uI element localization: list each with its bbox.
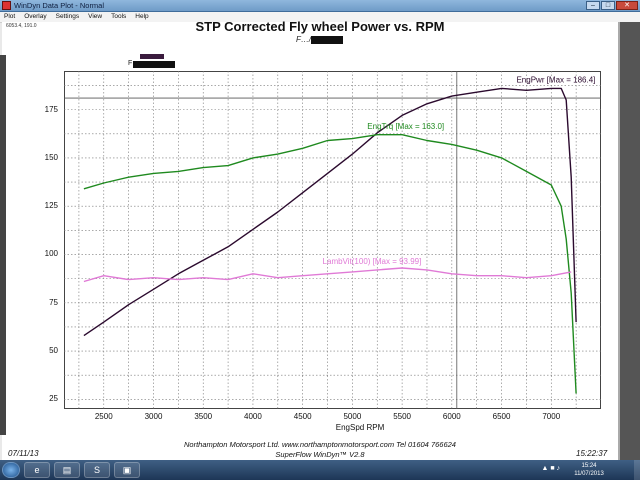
series-annotation-lambvit: LambVit(100) [Max = 93.99]: [323, 257, 422, 266]
system-tray[interactable]: ▲ ■ ♪: [541, 465, 560, 472]
close-button[interactable]: ✕: [616, 1, 638, 10]
subtitle-redaction: [311, 36, 343, 44]
series-annotation-engpwr: EngPwr [Max = 186.4]: [516, 76, 595, 85]
legend-color-swatch: [140, 54, 164, 59]
plot-subtitle: F…/74,: [296, 35, 323, 44]
taskbar-superflow-icon[interactable]: S: [84, 462, 110, 478]
taskbar: e ▤ S ▣ ▲ ■ ♪ 15:24 11/07/2013: [0, 460, 640, 480]
x-tick-label: 4500: [293, 412, 312, 421]
footer-company-line: Northampton Motorsport Ltd. www.northamp…: [184, 440, 456, 449]
minimize-button[interactable]: –: [586, 1, 600, 10]
clock-time: 15:24: [581, 463, 597, 469]
start-button[interactable]: [2, 462, 20, 478]
x-tick-label: 6000: [442, 412, 461, 421]
series-line-lambvit: [83, 267, 572, 283]
x-tick-label: 5500: [393, 412, 411, 421]
y-tick-label: 125: [44, 201, 58, 211]
window-title: WinDyn Data Plot - Normal: [14, 1, 105, 10]
taskbar-folder-icon[interactable]: ▤: [54, 462, 80, 478]
x-tick-label: 2500: [94, 412, 113, 421]
watermark-strip-left: [0, 55, 6, 435]
title-bar: WinDyn Data Plot - Normal – □ ✕: [0, 0, 640, 12]
cursor-coordinate-readout: 6053.4, 191.0: [6, 23, 37, 29]
menu-tools[interactable]: Tools: [111, 13, 127, 20]
x-tick-label: 5000: [343, 412, 362, 421]
footer-software-line: SuperFlow WinDyn™ V2.8: [275, 450, 365, 459]
watermark-strip-right: [620, 22, 640, 460]
y-tick-label: 75: [49, 297, 58, 307]
series-annotation-engtrq: EngTrq [Max = 163.0]: [367, 122, 444, 131]
series-line-engtrq: [83, 134, 577, 394]
maximize-button[interactable]: □: [601, 1, 615, 10]
taskbar-clock[interactable]: 15:24 11/07/2013: [564, 462, 614, 478]
footer-time: 15:22:37: [576, 449, 608, 458]
x-axis-label: EngSpd RPM: [335, 423, 385, 432]
app-icon: [2, 1, 11, 10]
footer-date: 07/11/13: [8, 449, 39, 458]
menu-plot[interactable]: Plot: [4, 13, 16, 20]
menu-view[interactable]: View: [88, 13, 103, 20]
legend-label: F: [128, 60, 133, 67]
clock-date: 11/07/2013: [574, 471, 604, 477]
x-tick-label: 7000: [542, 412, 561, 421]
window-controls: – □ ✕: [586, 1, 638, 10]
x-tick-label: 4000: [244, 412, 262, 421]
taskbar-ie-icon[interactable]: e: [24, 462, 50, 478]
menu-overlay[interactable]: Overlay: [24, 13, 47, 20]
y-tick-label: 150: [44, 152, 58, 162]
y-tick-label: 175: [44, 104, 58, 114]
legend-redaction: [133, 61, 175, 68]
menu-settings[interactable]: Settings: [55, 13, 80, 20]
x-tick-label: 6500: [492, 412, 511, 421]
y-tick-label: 25: [49, 394, 58, 404]
y-tick-label: 50: [49, 346, 58, 356]
x-tick-label: 3000: [144, 412, 163, 421]
menu-help[interactable]: Help: [135, 13, 149, 20]
taskbar-app-icon[interactable]: ▣: [114, 462, 140, 478]
plot-title: STP Corrected Fly wheel Power vs. RPM: [195, 19, 445, 34]
chart-svg: EngPwr [Max = 186.4] EngTrq [Max = 163.0]…: [64, 71, 601, 409]
series-line-engpwr: [83, 87, 577, 337]
x-tick-label: 3500: [194, 412, 213, 421]
show-desktop-button[interactable]: [634, 460, 640, 480]
y-tick-label: 100: [44, 249, 58, 259]
